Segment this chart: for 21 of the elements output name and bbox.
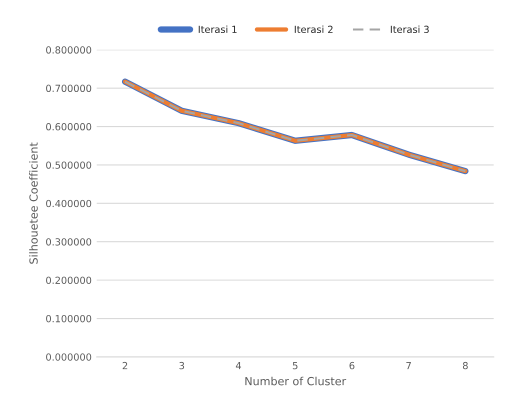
y-tick-label: 0.100000 bbox=[46, 314, 92, 322]
y-tick-label: 0.300000 bbox=[46, 238, 92, 246]
y-axis-title: Silhouetee Coefficient bbox=[29, 142, 38, 264]
y-tick-label: 0.400000 bbox=[46, 200, 92, 208]
x-tick-label: 5 bbox=[292, 362, 298, 370]
x-axis-title: Number of Cluster bbox=[245, 376, 346, 386]
legend-label: Iterasi 1 bbox=[198, 26, 237, 34]
y-tick-label: 0.200000 bbox=[46, 276, 92, 284]
x-tick-label: 4 bbox=[236, 362, 242, 370]
y-tick-label: 0.700000 bbox=[46, 84, 92, 92]
y-tick-label: 0.000000 bbox=[46, 353, 92, 361]
y-tick-label: 0.500000 bbox=[46, 161, 92, 169]
x-tick-label: 2 bbox=[122, 362, 128, 370]
x-tick-label: 8 bbox=[462, 362, 468, 370]
y-tick-label: 0.600000 bbox=[46, 123, 92, 130]
legend-label: Iterasi 3 bbox=[390, 26, 429, 34]
x-tick-label: 3 bbox=[179, 362, 184, 370]
x-tick-label: 7 bbox=[406, 362, 411, 370]
legend-label: Iterasi 2 bbox=[294, 26, 333, 34]
y-tick-label: 0.800000 bbox=[46, 46, 92, 54]
x-tick-label: 6 bbox=[350, 362, 354, 370]
